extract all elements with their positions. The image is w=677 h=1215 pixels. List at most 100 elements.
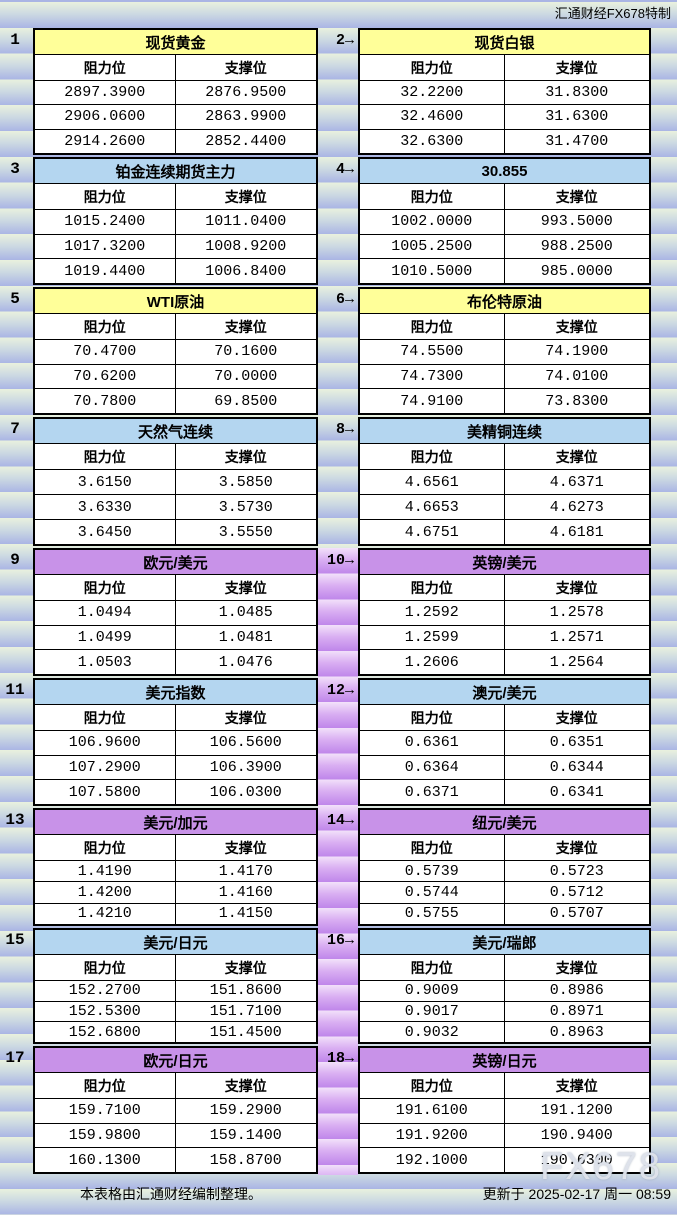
resistance-value-cell: 1.0494: [35, 601, 176, 625]
resistance-value-cell: 106.9600: [35, 731, 176, 755]
support-column-header: 支撑位: [555, 1077, 598, 1094]
support-column-header: 支撑位: [555, 448, 598, 465]
resistance-value-cell: 0.5739: [360, 861, 505, 882]
resistance-value-cell: 70.6200: [35, 364, 176, 389]
resistance-value-cell: 0.5744: [360, 882, 505, 903]
instrument-section: 17 欧元/日元 阻力位 支撑位 159.7100 159.2900 159.9…: [0, 1046, 677, 1174]
table-row: 1017.3200 1008.9200: [35, 234, 316, 260]
resistance-value-cell: 2897.3900: [35, 81, 176, 105]
resistance-value-cell: 0.6361: [360, 731, 505, 755]
support-value-cell: 0.5712: [549, 883, 604, 901]
price-levels-table: 铂金连续期货主力 阻力位 支撑位 1015.2400 1011.0400 101…: [33, 157, 318, 285]
resistance-value-cell: 74.7300: [360, 364, 505, 389]
table-row: 74.5500 74.1900: [360, 340, 649, 365]
support-value-cell: 1.4170: [218, 862, 273, 880]
resistance-value-cell: 1.4200: [35, 882, 176, 903]
table-header-row: 阻力位 支撑位: [35, 1073, 316, 1099]
support-column-header: 支撑位: [224, 579, 267, 596]
support-value-cell: 159.2900: [209, 1102, 282, 1120]
instrument-title: 天然气连续: [35, 419, 316, 444]
resistance-value-cell: 1017.3200: [35, 234, 176, 259]
table-row: 192.1000 190.6300: [360, 1148, 649, 1173]
instrument-title: 欧元/美元: [35, 550, 316, 575]
support-value-cell: 3.5850: [218, 473, 273, 491]
resistance-column-header: 阻力位: [35, 444, 176, 469]
price-levels-table: 纽元/美元 阻力位 支撑位 0.5739 0.5723 0.5744 0.571…: [358, 808, 651, 926]
table-row: 0.5744 0.5712: [360, 882, 649, 904]
table-row: 1010.5000 985.0000: [360, 259, 649, 284]
table-header-row: 阻力位 支撑位: [360, 705, 649, 731]
section-index-arrow-label: 2→: [335, 32, 354, 49]
support-value-cell: 2852.4400: [205, 132, 287, 150]
support-value-cell: 70.1600: [214, 343, 278, 361]
resistance-value-cell: 159.7100: [35, 1099, 176, 1123]
support-value-cell: 159.1400: [209, 1127, 282, 1144]
resistance-value-cell: 70.7800: [35, 389, 176, 414]
price-levels-table: 现货黄金 阻力位 支撑位 2897.3900 2876.9500 2906.06…: [33, 28, 318, 155]
support-value-cell: 1011.0400: [205, 213, 287, 231]
table-row: 2897.3900 2876.9500: [35, 81, 316, 106]
table-row: 0.9009 0.8986: [360, 981, 649, 1002]
resistance-value-cell: 107.5800: [35, 780, 176, 805]
instrument-section: 7 天然气连续 阻力位 支撑位 3.6150 3.5850 3.6330 3.5…: [0, 417, 677, 546]
support-value-cell: 1008.9200: [205, 238, 287, 255]
resistance-value-cell: 1005.2500: [360, 234, 505, 259]
table-header-row: 阻力位 支撑位: [360, 55, 649, 81]
support-value-cell: 1.4160: [218, 883, 273, 901]
instrument-title: 布伦特原油: [360, 289, 649, 314]
resistance-value-cell: 74.9100: [360, 389, 505, 414]
support-value-cell: 1.0481: [218, 629, 273, 646]
resistance-value-cell: 152.6800: [35, 1022, 176, 1043]
support-value-cell: 1006.8400: [205, 262, 287, 280]
support-value-cell: 190.9400: [540, 1127, 613, 1144]
table-row: 70.7800 69.8500: [35, 389, 316, 414]
resistance-column-header: 阻力位: [360, 575, 505, 600]
table-header-row: 阻力位 支撑位: [35, 835, 316, 861]
support-column-header: 支撑位: [224, 59, 267, 76]
support-value-cell: 0.8971: [549, 1003, 604, 1020]
support-value-cell: 106.3900: [209, 759, 282, 776]
support-value-cell: 73.8300: [545, 392, 609, 410]
price-levels-table: 欧元/美元 阻力位 支撑位 1.0494 1.0485 1.0499 1.048…: [33, 548, 318, 676]
resistance-value-cell: 2906.0600: [35, 105, 176, 129]
price-levels-table: WTI原油 阻力位 支撑位 70.4700 70.1600 70.6200 70…: [33, 287, 318, 415]
price-levels-table: 澳元/美元 阻力位 支撑位 0.6361 0.6351 0.6364 0.634…: [358, 678, 651, 806]
table-header-row: 阻力位 支撑位: [360, 314, 649, 340]
support-column-header: 支撑位: [555, 959, 598, 976]
resistance-value-cell: 160.1300: [35, 1148, 176, 1173]
support-column-header: 支撑位: [555, 188, 598, 205]
resistance-value-cell: 0.9009: [360, 981, 505, 1001]
support-value-cell: 190.6300: [540, 1151, 613, 1169]
section-index-arrow-label: 14→: [326, 812, 354, 829]
support-value-cell: 4.6181: [549, 523, 604, 541]
support-column-header: 支撑位: [224, 448, 267, 465]
table-header-row: 阻力位 支撑位: [360, 184, 649, 210]
resistance-column-header: 阻力位: [360, 955, 505, 980]
resistance-value-cell: 191.6100: [360, 1099, 505, 1123]
support-column-header: 支撑位: [555, 59, 598, 76]
table-header-row: 阻力位 支撑位: [360, 1073, 649, 1099]
table-header-row: 阻力位 支撑位: [360, 835, 649, 861]
section-index-arrow-label: 8→: [335, 421, 354, 438]
table-header-row: 阻力位 支撑位: [35, 575, 316, 601]
table-header-row: 阻力位 支撑位: [35, 184, 316, 210]
instrument-title: 英镑/美元: [360, 550, 649, 575]
support-value-cell: 151.8600: [209, 982, 282, 1000]
table-row: 106.9600 106.5600: [35, 731, 316, 756]
section-index-label: 17: [5, 1049, 25, 1067]
support-value-cell: 0.6351: [549, 734, 604, 752]
support-column-header: 支撑位: [224, 318, 267, 335]
resistance-value-cell: 3.6450: [35, 520, 176, 544]
instrument-section: 13 美元/加元 阻力位 支撑位 1.4190 1.4170 1.4200 1.…: [0, 808, 677, 926]
resistance-value-cell: 0.6371: [360, 780, 505, 805]
fx678-watermark: FX678: [540, 1146, 662, 1188]
resistance-value-cell: 1015.2400: [35, 210, 176, 234]
support-value-cell: 988.2500: [540, 238, 613, 255]
table-row: 152.5300 151.7100: [35, 1001, 316, 1023]
price-levels-table: 英镑/日元 阻力位 支撑位 191.6100 191.1200 191.9200…: [358, 1046, 651, 1174]
table-row: 2914.2600 2852.4400: [35, 129, 316, 153]
price-levels-table: 欧元/日元 阻力位 支撑位 159.7100 159.2900 159.9800…: [33, 1046, 318, 1174]
resistance-value-cell: 1.2599: [360, 625, 505, 650]
resistance-value-cell: 0.6364: [360, 755, 505, 780]
price-levels-table: 美元/瑞郎 阻力位 支撑位 0.9009 0.8986 0.9017 0.897…: [358, 928, 651, 1044]
